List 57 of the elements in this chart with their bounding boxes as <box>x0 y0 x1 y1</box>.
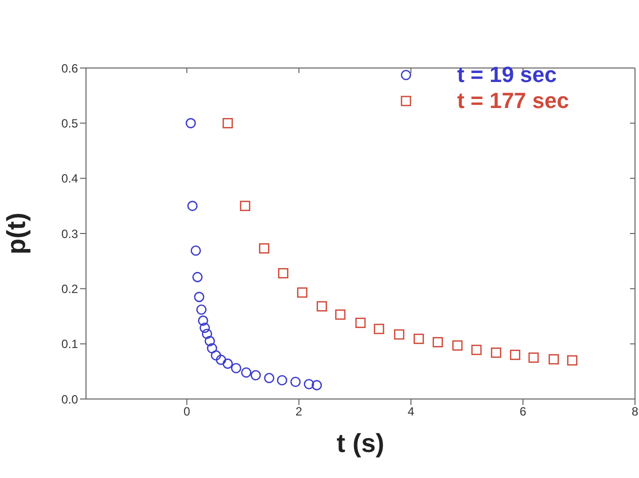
point <box>471 344 482 356</box>
point <box>490 348 502 358</box>
y-tick-label: 0.6 <box>61 61 78 76</box>
point <box>194 292 204 302</box>
y-tick-label: 0.5 <box>61 116 78 130</box>
point <box>204 336 215 346</box>
point <box>452 340 463 351</box>
point <box>222 118 233 128</box>
x-tick-label: 2 <box>296 404 303 419</box>
point <box>335 309 346 320</box>
point <box>190 245 201 256</box>
point <box>548 354 559 364</box>
point <box>206 343 218 354</box>
point <box>394 329 404 340</box>
legend-label: t = 177 sec <box>457 88 569 114</box>
point <box>510 350 520 360</box>
point <box>250 370 261 380</box>
point <box>202 328 212 340</box>
point <box>210 350 222 361</box>
point <box>278 268 288 278</box>
y-tick-label: 0.1 <box>61 337 78 352</box>
point <box>196 304 207 315</box>
y-tick-label: 0.2 <box>61 282 78 296</box>
point <box>567 355 578 366</box>
x-tick-label: 0 <box>183 404 190 419</box>
point <box>258 243 270 254</box>
point <box>276 375 288 386</box>
point <box>240 200 250 212</box>
point <box>216 354 226 365</box>
point <box>414 334 424 344</box>
y-tick-label: 0.3 <box>61 226 78 241</box>
point <box>192 272 203 282</box>
point <box>297 287 308 298</box>
point <box>187 200 198 212</box>
point <box>198 316 208 326</box>
x-tick-label: 8 <box>632 404 639 419</box>
y-axis-title: p(t) <box>1 212 32 254</box>
point <box>186 118 196 128</box>
point <box>312 380 322 390</box>
x-axis-title: t (s) <box>336 428 384 458</box>
point <box>290 376 301 388</box>
x-tick-label: 4 <box>408 404 415 419</box>
point <box>200 322 210 333</box>
y-tick-label: 0.0 <box>61 392 78 406</box>
point <box>528 352 539 363</box>
point <box>264 372 274 384</box>
point <box>432 337 443 348</box>
point <box>304 378 314 390</box>
point <box>241 367 252 378</box>
point <box>230 362 242 374</box>
point <box>222 358 233 369</box>
x-tick-label: 6 <box>520 404 527 419</box>
point <box>355 318 366 328</box>
point <box>316 301 327 312</box>
legend-label: t = 19 sec <box>457 62 557 88</box>
point <box>374 324 384 334</box>
y-tick-label: 0.4 <box>61 172 78 186</box>
